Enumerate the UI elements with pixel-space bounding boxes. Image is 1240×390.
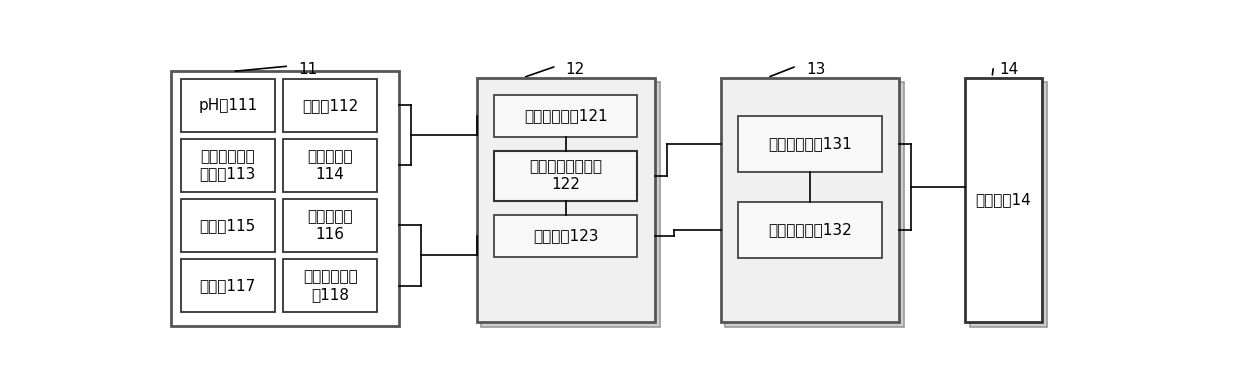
Text: 11: 11 xyxy=(299,62,317,77)
Bar xyxy=(970,82,1047,327)
Text: 等级确定模块131: 等级确定模块131 xyxy=(768,136,852,151)
Text: 数据接收模块121: 数据接收模块121 xyxy=(525,108,608,123)
Bar xyxy=(181,199,275,252)
Bar xyxy=(494,215,637,257)
Bar xyxy=(283,139,377,191)
Bar xyxy=(181,79,275,131)
Text: pH计111: pH计111 xyxy=(198,98,258,113)
Text: 预测模型建立模块
122: 预测模型建立模块 122 xyxy=(529,160,603,192)
Text: 光度计115: 光度计115 xyxy=(200,218,255,233)
Bar xyxy=(283,199,377,252)
Bar xyxy=(494,151,637,201)
Bar xyxy=(181,139,275,191)
Text: 14: 14 xyxy=(999,62,1019,77)
Text: 显微镜117: 显微镜117 xyxy=(200,278,255,293)
Text: 水质检测仪
116: 水质检测仪 116 xyxy=(308,209,353,242)
Bar xyxy=(481,82,660,327)
Bar xyxy=(171,71,399,326)
Text: 13: 13 xyxy=(806,62,826,77)
Bar xyxy=(181,259,275,312)
Bar xyxy=(283,259,377,312)
Text: 管理装置14: 管理装置14 xyxy=(976,193,1032,207)
Bar xyxy=(738,116,882,172)
Bar xyxy=(725,82,904,327)
Bar xyxy=(283,79,377,131)
Bar xyxy=(720,78,899,323)
Text: 紫外分光光度
计118: 紫外分光光度 计118 xyxy=(303,269,357,302)
Text: 12: 12 xyxy=(565,62,585,77)
Text: 总氮分析仪
114: 总氮分析仪 114 xyxy=(308,149,353,182)
Text: 分析模块123: 分析模块123 xyxy=(533,228,599,243)
Bar xyxy=(476,78,655,323)
Bar xyxy=(965,78,1043,323)
Text: 警示输出模块132: 警示输出模块132 xyxy=(768,223,852,238)
Bar xyxy=(494,94,637,137)
Bar xyxy=(738,202,882,258)
Text: 溶解仪112: 溶解仪112 xyxy=(303,98,358,113)
Text: 氮磷连续流动
分析仪113: 氮磷连续流动 分析仪113 xyxy=(200,149,255,182)
